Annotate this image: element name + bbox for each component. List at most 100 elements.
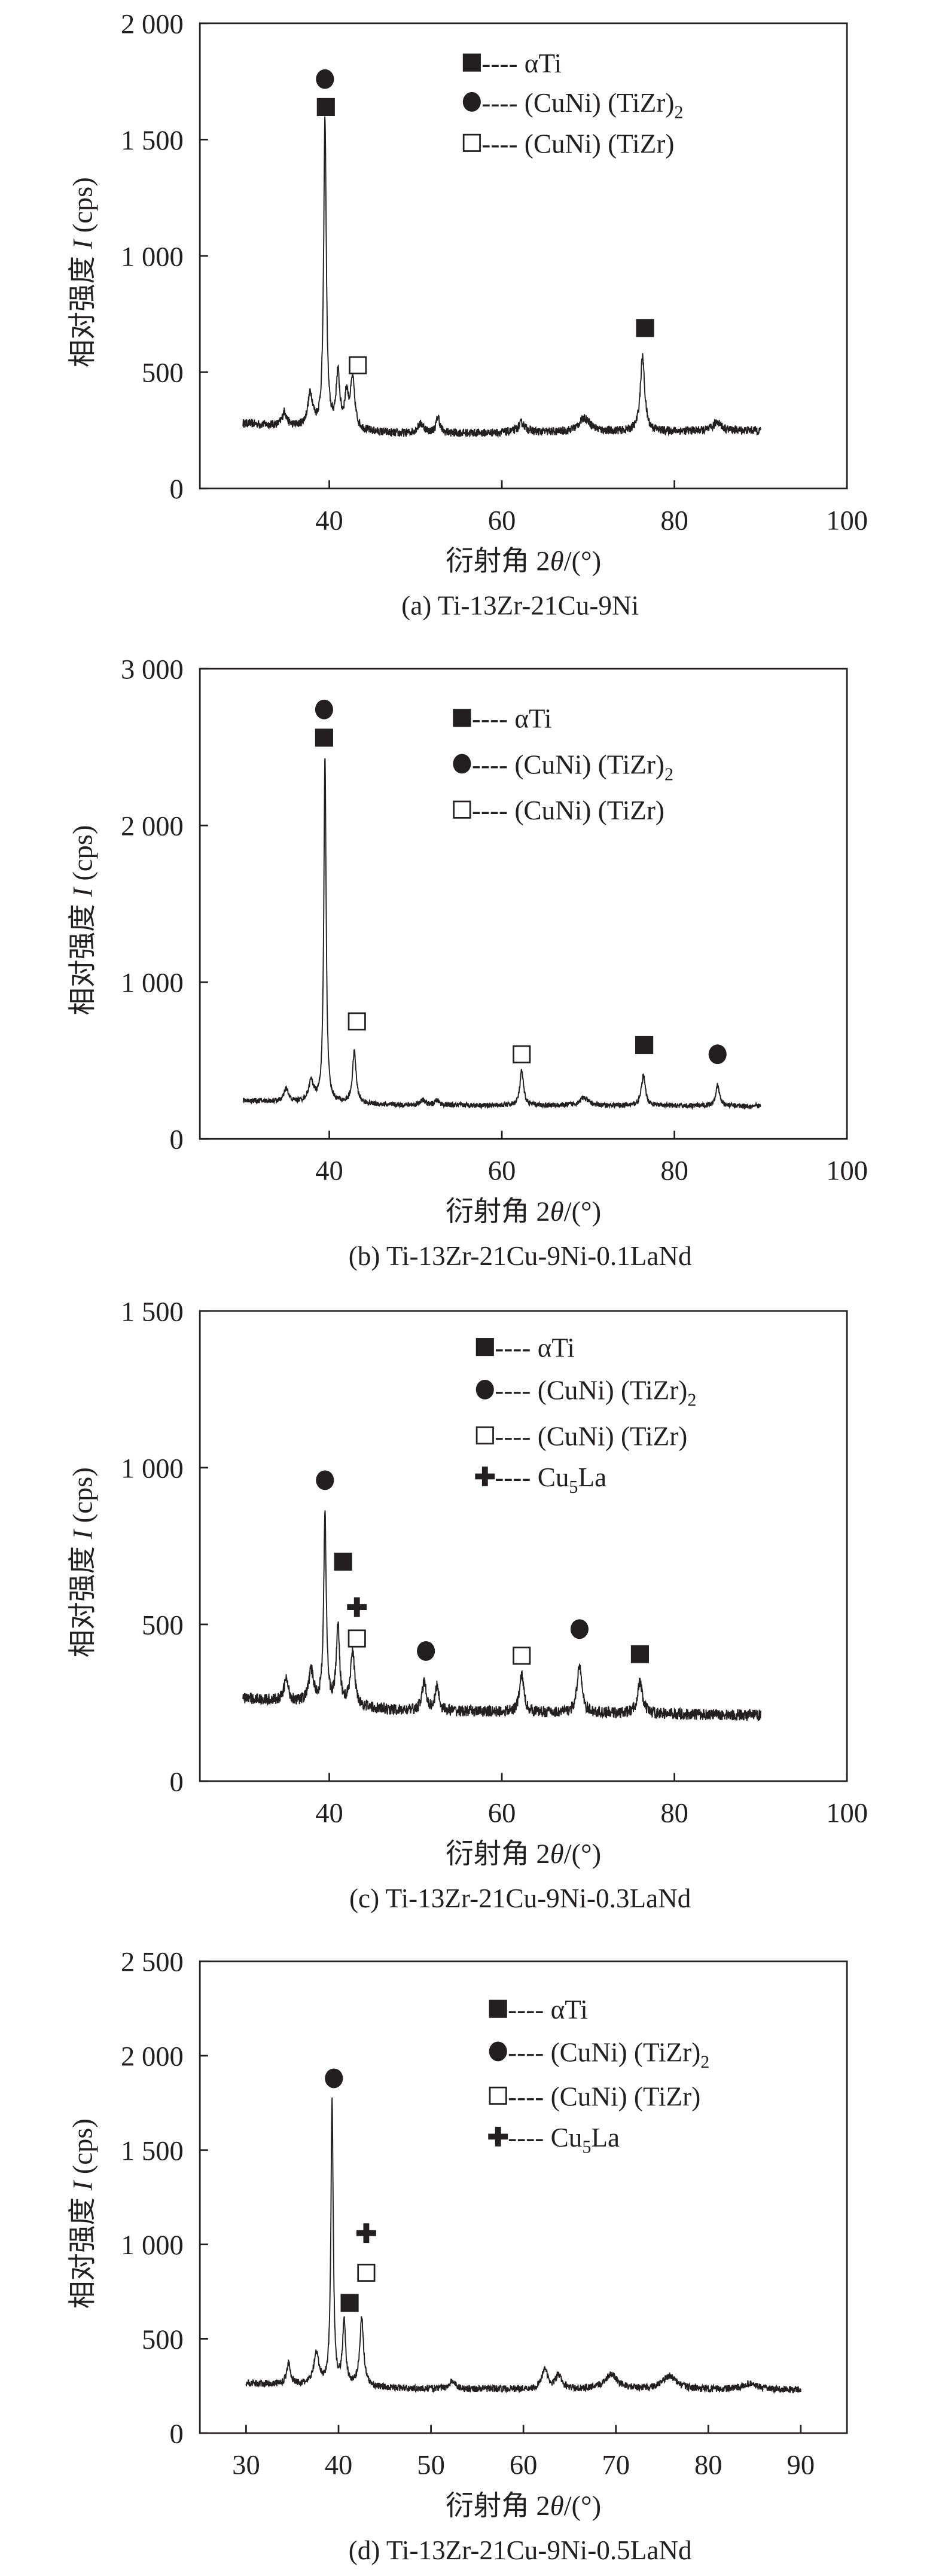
panel-d: 30 40 50 60 70 80 90 0 500 1 000 1 500 2 000 2 500 --…	[68, 1947, 848, 2565]
legend-label: ---- (CuNi) (TiZr)	[481, 129, 674, 158]
legend-label: ---- (CuNi) (TiZr)	[495, 1421, 687, 1451]
legend-filled-circle-icon	[489, 2041, 507, 2062]
legend-entry: ---- (CuNi) (TiZr)2	[462, 88, 683, 123]
x-tick-label: 70	[602, 2450, 630, 2481]
y-tick-label: 1 000	[121, 1453, 184, 1484]
panel-b: 40 60 80 100 0 1 000 2 000 3 000 ---- αTi ---- (C…	[68, 655, 868, 1272]
y-tick-label: 1 500	[121, 2136, 184, 2166]
x-tick-label: 80	[694, 2450, 722, 2481]
x-tick-label: 50	[417, 2450, 445, 2481]
legend-filled-square-icon	[489, 1999, 507, 2018]
legend-open-square-icon	[462, 133, 481, 152]
xrd-trace	[242, 116, 761, 438]
legend-entry: ---- αTi	[489, 1995, 588, 2025]
peak-marker-filled-circle	[316, 69, 334, 89]
y-tick-label: 1 000	[121, 2230, 184, 2261]
legend-filled-circle-icon	[475, 1379, 494, 1400]
legend-label: ---- Cu5La	[495, 1462, 606, 1497]
x-tick-label: 60	[488, 1798, 516, 1828]
peak-marker-filled-circle	[570, 1619, 589, 1639]
xrd-trace	[242, 1510, 761, 1721]
y-tick-label: 3 000	[121, 655, 184, 685]
y-tick-label: 500	[142, 358, 184, 389]
legend-label: ---- (CuNi) (TiZr)2	[508, 2037, 709, 2072]
panel-caption: (d) Ti-13Zr-21Cu-9Ni-0.5LaNd	[349, 2535, 692, 2565]
peak-marker-filled-circle	[708, 1044, 727, 1065]
legend-filled-square-icon	[453, 709, 471, 727]
legend-entry: ---- αTi	[462, 48, 562, 78]
peak-marker-filled-square	[636, 319, 654, 337]
y-tick-label: 1 500	[121, 126, 184, 156]
x-tick-label: 60	[510, 2450, 538, 2481]
peak-marker-filled-square	[316, 97, 335, 116]
legend-filled-circle-icon	[453, 754, 471, 774]
xrd-trace	[242, 758, 761, 1111]
peak-marker-open-square	[513, 1647, 531, 1665]
legend-filled-square-icon	[462, 53, 481, 72]
x-axis-label: 衍射角 2θ/(°)	[446, 1197, 601, 1227]
x-tick-label: 80	[660, 1798, 688, 1828]
peak-marker-open-square	[347, 1012, 366, 1031]
legend-label: ---- αTi	[481, 48, 562, 78]
x-axis-label: 衍射角 2θ/(°)	[446, 2491, 601, 2522]
peak-marker-cross	[347, 1597, 367, 1617]
peak-marker-filled-square	[630, 1645, 649, 1663]
plot-frame	[199, 1960, 848, 2434]
legend-entry: ---- (CuNi) (TiZr)	[489, 2081, 700, 2111]
y-tick-label: 1 000	[121, 242, 184, 272]
panel-caption: (b) Ti-13Zr-21Cu-9Ni-0.1LaNd	[349, 1241, 692, 1271]
legend-filled-square-icon	[475, 1338, 494, 1356]
x-tick-label: 100	[826, 1798, 868, 1828]
legend-label: ---- αTi	[495, 1333, 575, 1363]
legend-cross-icon	[488, 2126, 508, 2147]
y-tick-label: 0	[170, 474, 184, 505]
plot-frame	[199, 1310, 848, 1782]
y-tick-label: 2 500	[121, 1947, 184, 1978]
legend-entry: ---- αTi	[475, 1333, 575, 1363]
x-tick-label: 60	[488, 1156, 516, 1187]
legend-entry: ---- (CuNi) (TiZr)	[475, 1421, 687, 1451]
peak-marker-open-square	[513, 1045, 531, 1063]
x-tick-label: 40	[315, 505, 343, 536]
legend-open-square-icon	[489, 2086, 507, 2105]
peak-marker-open-square	[357, 2263, 376, 2282]
y-tick-label: 0	[170, 1125, 184, 1156]
y-tick-label: 0	[170, 2419, 184, 2450]
legend-label: ---- (CuNi) (TiZr)	[508, 2081, 700, 2111]
legend-entry: ---- (CuNi) (TiZr)	[453, 795, 664, 825]
y-axis-label: 相对强度 I (cps)	[68, 825, 98, 1016]
y-axis-label: 相对强度 I (cps)	[68, 1467, 98, 1657]
legend-entry: ---- Cu5La	[475, 1462, 606, 1497]
peak-marker-cross	[356, 2223, 376, 2243]
legend-label: ---- (CuNi) (TiZr)2	[481, 88, 683, 123]
y-axis-label: 相对强度 I (cps)	[68, 177, 98, 367]
legend-entry: ---- (CuNi) (TiZr)	[462, 129, 674, 158]
legend-open-square-icon	[475, 1426, 494, 1445]
y-axis-label: 相对强度 I (cps)	[68, 2118, 98, 2309]
panel-caption: (a) Ti-13Zr-21Cu-9Ni	[401, 591, 639, 621]
peak-marker-filled-circle	[325, 2068, 343, 2089]
y-tick-label: 1 000	[121, 968, 184, 999]
legend-entry: ---- (CuNi) (TiZr)2	[475, 1376, 696, 1410]
x-tick-label: 40	[315, 1798, 343, 1828]
x-tick-label: 80	[660, 1156, 688, 1187]
y-tick-label: 500	[142, 1610, 184, 1641]
legend-label: ---- (CuNi) (TiZr)2	[472, 749, 673, 784]
x-tick-label: 100	[826, 1156, 868, 1187]
peak-marker-open-square	[347, 1629, 366, 1648]
x-axis-label: 衍射角 2θ/(°)	[446, 547, 601, 577]
peak-marker-open-square	[349, 356, 367, 374]
y-tick-label: 0	[170, 1767, 184, 1797]
peak-marker-filled-circle	[417, 1641, 435, 1661]
x-tick-label: 60	[488, 505, 516, 536]
legend-label: ---- Cu5La	[508, 2123, 620, 2157]
legend-open-square-icon	[453, 800, 471, 819]
legend-label: ---- αTi	[508, 1995, 588, 2025]
legend-label: ---- αTi	[472, 704, 552, 734]
peak-marker-filled-square	[315, 728, 333, 747]
x-tick-label: 40	[325, 2450, 353, 2481]
legend-label: ---- (CuNi) (TiZr)2	[495, 1376, 696, 1410]
